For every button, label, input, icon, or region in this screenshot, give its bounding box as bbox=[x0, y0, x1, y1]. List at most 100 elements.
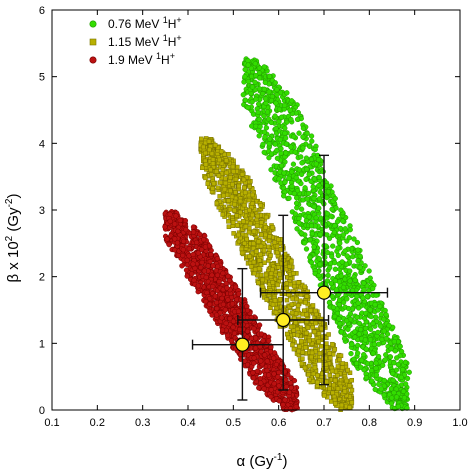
scatter-point bbox=[315, 373, 320, 378]
scatter-point bbox=[257, 258, 262, 263]
scatter-point bbox=[255, 101, 262, 107]
scatter-point bbox=[239, 172, 245, 177]
legend-marker bbox=[89, 56, 97, 64]
scatter-point bbox=[355, 300, 361, 306]
scatter-point bbox=[316, 256, 322, 262]
scatter-point bbox=[357, 264, 363, 270]
scatter-point bbox=[180, 247, 186, 253]
scatter-point bbox=[316, 331, 322, 336]
scatter-point bbox=[317, 261, 323, 267]
scatter-point bbox=[218, 149, 224, 154]
scatter-point bbox=[201, 237, 207, 243]
scatter-point bbox=[286, 389, 293, 396]
scatter-point bbox=[183, 226, 189, 233]
scatter-point bbox=[199, 259, 205, 266]
scatter-point bbox=[310, 303, 316, 308]
scatter-point bbox=[367, 337, 374, 343]
scatter-point bbox=[328, 355, 333, 361]
scatter-point bbox=[356, 331, 362, 337]
scatter-point bbox=[378, 386, 384, 392]
scatter-point bbox=[332, 313, 338, 320]
scatter-point bbox=[272, 298, 278, 303]
scatter-point bbox=[330, 304, 337, 311]
scatter-point bbox=[312, 365, 318, 371]
scatter-point bbox=[214, 305, 220, 312]
scatter-point bbox=[400, 366, 406, 373]
scatter-point bbox=[301, 240, 308, 246]
scatter-point bbox=[353, 360, 360, 367]
scatter-point bbox=[330, 341, 335, 347]
scatter-point bbox=[297, 344, 302, 349]
scatter-point bbox=[179, 252, 186, 259]
scatter-point bbox=[327, 373, 333, 378]
scatter-point bbox=[313, 308, 318, 314]
scatter-point bbox=[288, 324, 294, 330]
scatter-point bbox=[271, 381, 277, 387]
scatter-point bbox=[215, 263, 221, 270]
scatter-point bbox=[272, 141, 278, 147]
scatter-point bbox=[207, 258, 213, 265]
scatter-point bbox=[255, 213, 260, 219]
scatter-point bbox=[203, 150, 208, 156]
scatter-point bbox=[247, 184, 252, 189]
scatter-point bbox=[381, 316, 387, 322]
scatter-point bbox=[317, 231, 323, 238]
scatter-point bbox=[401, 395, 408, 401]
scatter-point bbox=[284, 90, 290, 96]
scatter-point bbox=[251, 326, 257, 332]
x-tick-label: 0.1 bbox=[44, 417, 59, 429]
scatter-point bbox=[227, 315, 233, 322]
scatter-point bbox=[268, 394, 274, 400]
scatter-point bbox=[291, 190, 297, 197]
scatter-point bbox=[223, 180, 229, 186]
scatter-point bbox=[167, 218, 173, 224]
x-tick-label: 0.5 bbox=[226, 417, 241, 429]
scatter-point bbox=[207, 301, 213, 307]
scatter-point bbox=[251, 259, 257, 265]
scatter-point bbox=[331, 229, 337, 236]
scatter-point bbox=[224, 285, 230, 291]
scatter-point bbox=[252, 335, 259, 341]
scatter-point bbox=[302, 284, 308, 290]
y-tick-label: 0 bbox=[39, 405, 45, 417]
scatter-point bbox=[309, 350, 315, 356]
scatter-point bbox=[256, 86, 263, 92]
scatter-point bbox=[228, 188, 233, 194]
scatter-point bbox=[210, 186, 215, 191]
scatter-point bbox=[343, 261, 350, 267]
scatter-point bbox=[230, 164, 236, 170]
scatter-point bbox=[240, 92, 246, 98]
scatter-point bbox=[179, 263, 185, 269]
scatter-point bbox=[285, 331, 290, 337]
scatter-point bbox=[251, 360, 257, 366]
scatter-point bbox=[229, 301, 236, 307]
scatter-point bbox=[282, 291, 287, 297]
scatter-point bbox=[329, 206, 335, 212]
scatter-point bbox=[324, 232, 330, 238]
scatter-point bbox=[289, 258, 294, 264]
scatter-point bbox=[391, 360, 397, 366]
scatter-point bbox=[175, 228, 181, 234]
scatter-point bbox=[278, 163, 285, 169]
scatter-point bbox=[361, 315, 368, 321]
scatter-point bbox=[363, 374, 370, 381]
scatter-point bbox=[270, 302, 276, 307]
scatter-point bbox=[207, 295, 213, 302]
scatter-point bbox=[212, 293, 218, 299]
scatter-point bbox=[281, 170, 287, 176]
scatter-point bbox=[182, 217, 189, 224]
scatter-point bbox=[287, 406, 294, 412]
scatter-point bbox=[394, 394, 400, 400]
y-tick-label: 2 bbox=[39, 272, 45, 284]
scatter-point bbox=[289, 183, 295, 190]
series-cloud bbox=[240, 56, 412, 412]
scatter-point bbox=[201, 144, 206, 150]
scatter-point bbox=[309, 231, 316, 237]
scatter-point bbox=[332, 195, 338, 202]
scatter-point bbox=[268, 119, 274, 126]
scatter-point bbox=[298, 338, 304, 344]
series-cloud bbox=[198, 136, 355, 412]
scatter-point bbox=[263, 214, 269, 220]
scatter-point bbox=[288, 385, 294, 391]
scatter-point bbox=[273, 100, 279, 106]
